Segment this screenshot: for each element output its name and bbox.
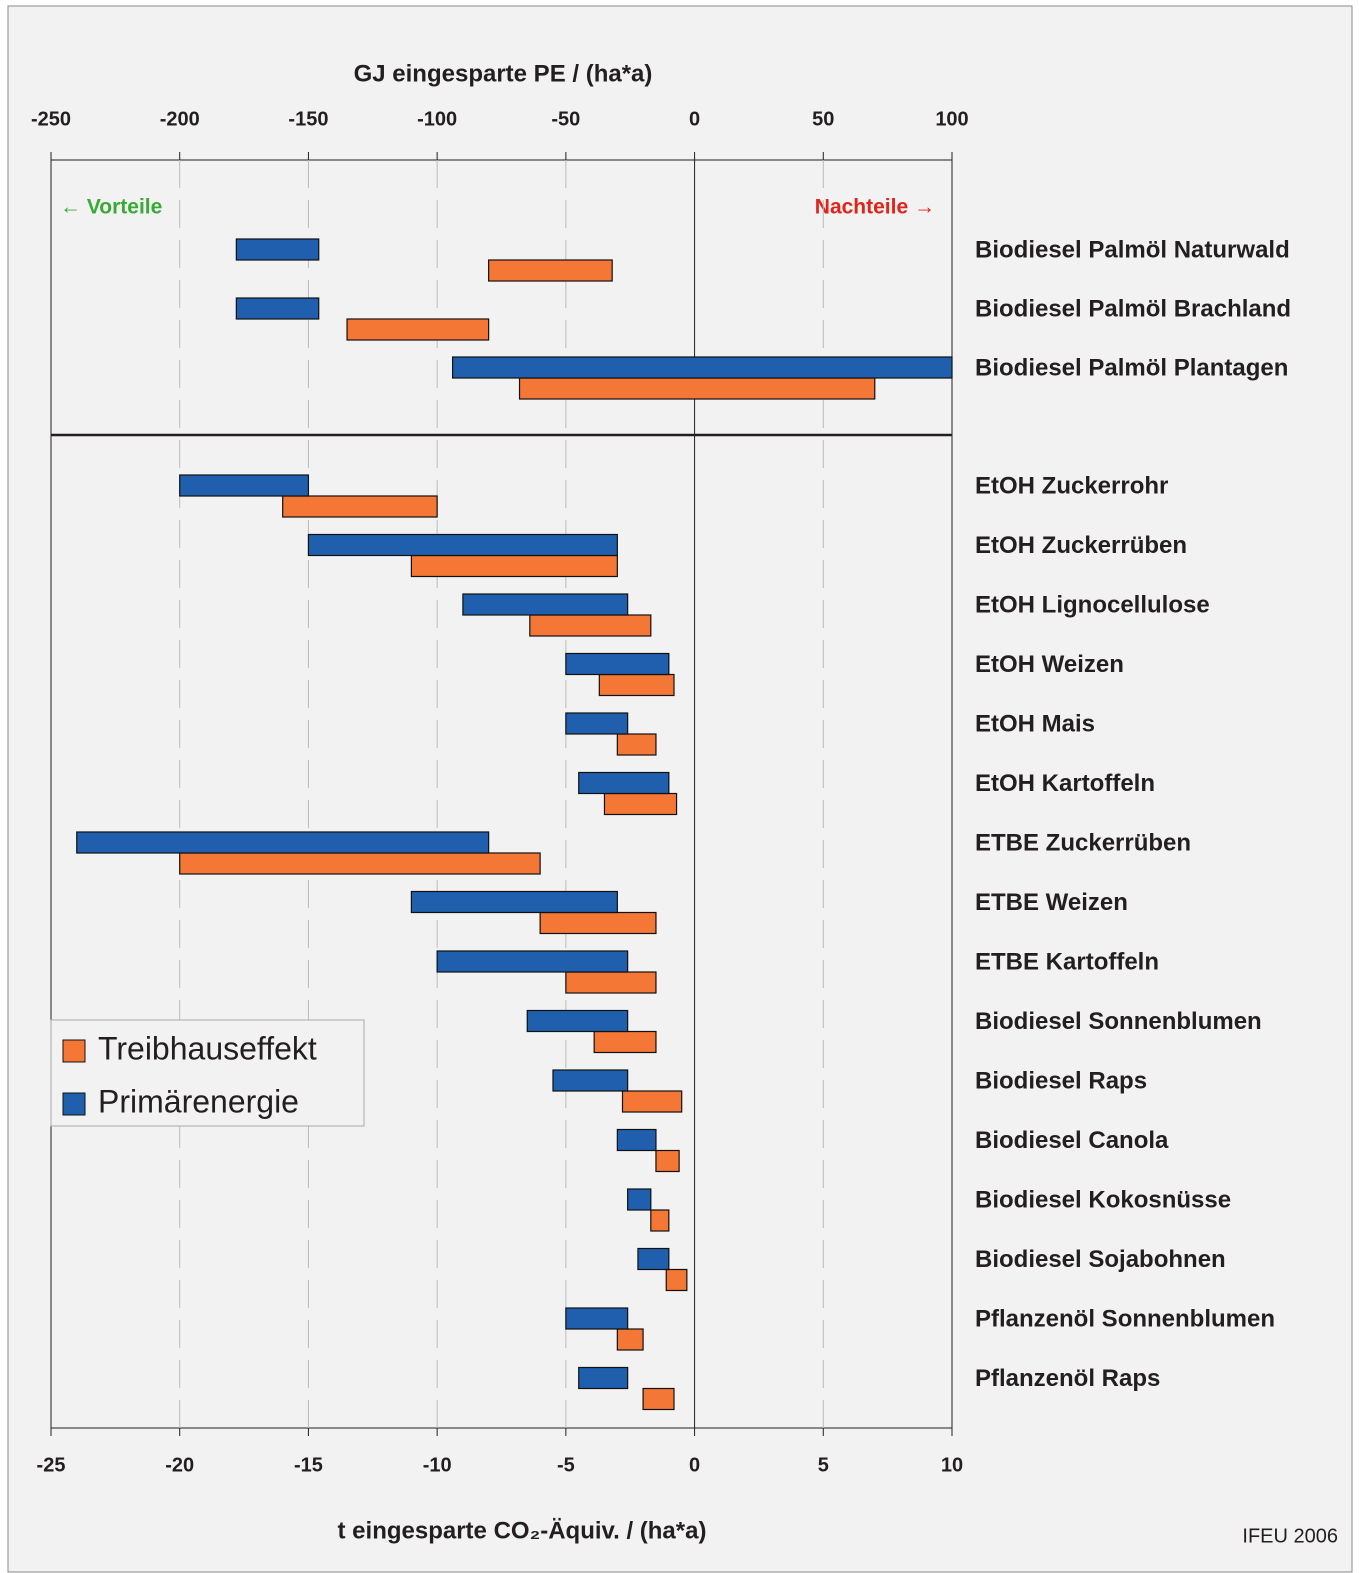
category-label: EtOH Zuckerrohr <box>975 472 1168 499</box>
range-bar <box>655 1149 680 1173</box>
x2-tick-label: -100 <box>417 108 457 130</box>
legend-label: Treibhauseffekt <box>98 1030 317 1066</box>
range-bar <box>565 1307 629 1330</box>
range-bar <box>616 1128 657 1152</box>
category-label: EtOH Zuckerrüben <box>975 532 1187 559</box>
legend-swatch <box>62 1092 86 1116</box>
range-bar <box>488 259 613 282</box>
range-bar <box>616 733 657 756</box>
range-bar <box>637 1247 670 1271</box>
range-bar <box>621 1090 683 1113</box>
category-label: EtOH Weizen <box>975 651 1124 678</box>
legend-swatch <box>62 1039 86 1063</box>
range-bar <box>565 712 629 735</box>
range-bar <box>235 297 320 320</box>
range-bar <box>552 1069 629 1092</box>
range-bar <box>642 1387 675 1411</box>
x2-axis-label: GJ eingesparte PE / (ha*a) <box>354 60 653 87</box>
category-label: Biodiesel Palmöl Naturwald <box>975 236 1290 263</box>
range-bar <box>603 792 678 816</box>
legend-label: Primärenergie <box>98 1083 299 1119</box>
category-label: Biodiesel Palmöl Brachland <box>975 295 1291 322</box>
x-axis-label: t eingesparte CO₂-Äquiv. / (ha*a) <box>338 1517 707 1544</box>
range-bar <box>627 1188 652 1211</box>
annotation: IFEU 2006 <box>1242 1525 1338 1547</box>
range-bar <box>578 771 670 795</box>
category-label: ETBE Kartoffeln <box>975 948 1159 975</box>
range-bar <box>529 614 652 637</box>
range-bar <box>410 890 618 914</box>
x-tick-label: -10 <box>423 1454 452 1476</box>
annotation: ← Vorteile <box>60 196 162 219</box>
range-bar <box>616 1328 644 1351</box>
range-bar <box>565 971 657 994</box>
x-tick-label: -20 <box>165 1454 194 1476</box>
range-bar <box>235 238 320 261</box>
x-tick-label: -5 <box>557 1454 575 1476</box>
x2-tick-label: 100 <box>935 108 968 130</box>
range-bar <box>436 950 629 973</box>
range-bar <box>76 831 490 854</box>
category-label: ETBE Zuckerrüben <box>975 829 1191 856</box>
range-bar <box>598 673 675 697</box>
x-tick-label: 0 <box>689 1454 700 1476</box>
range-bar <box>526 1009 629 1033</box>
range-bar <box>593 1030 657 1054</box>
category-label: EtOH Lignocellulose <box>975 591 1210 618</box>
category-label: Biodiesel Palmöl Plantagen <box>975 354 1288 381</box>
category-label: Biodiesel Raps <box>975 1067 1147 1094</box>
range-bar <box>282 495 438 518</box>
category-label: EtOH Kartoffeln <box>975 770 1155 797</box>
x2-tick-label: -200 <box>160 108 200 130</box>
range-bar <box>346 318 490 341</box>
range-bar <box>451 356 953 379</box>
range-bar <box>179 852 541 875</box>
x-tick-label: 10 <box>941 1454 963 1476</box>
range-bar <box>462 593 629 616</box>
range-bar <box>518 377 876 400</box>
x2-tick-label: -150 <box>288 108 328 130</box>
range-bar <box>565 652 670 676</box>
range-bar <box>307 533 618 557</box>
x2-tick-label: 0 <box>689 108 700 130</box>
x2-tick-label: -250 <box>31 108 71 130</box>
category-label: ETBE Weizen <box>975 889 1128 916</box>
range-bar <box>410 554 618 578</box>
category-label: Pflanzenöl Raps <box>975 1365 1160 1392</box>
annotation: Nachteile → <box>815 196 935 219</box>
legend <box>50 1019 365 1127</box>
x-tick-label: 5 <box>818 1454 829 1476</box>
category-label: EtOH Mais <box>975 710 1095 737</box>
category-label: Biodiesel Kokosnüsse <box>975 1186 1231 1213</box>
range-bar <box>650 1209 670 1232</box>
range-bar <box>539 911 657 935</box>
category-label: Biodiesel Canola <box>975 1127 1169 1154</box>
x2-tick-label: -50 <box>551 108 580 130</box>
range-bar <box>665 1268 688 1292</box>
range-bar <box>578 1366 629 1390</box>
x2-tick-label: 50 <box>812 108 834 130</box>
x-tick-label: -15 <box>294 1454 323 1476</box>
range-bar <box>179 474 310 497</box>
frame <box>7 5 1353 1573</box>
plot-area <box>50 159 953 1429</box>
category-label: Pflanzenöl Sonnenblumen <box>975 1305 1275 1332</box>
category-label: Biodiesel Sonnenblumen <box>975 1008 1262 1035</box>
x-tick-label: -25 <box>37 1454 66 1476</box>
category-label: Biodiesel Sojabohnen <box>975 1246 1226 1273</box>
